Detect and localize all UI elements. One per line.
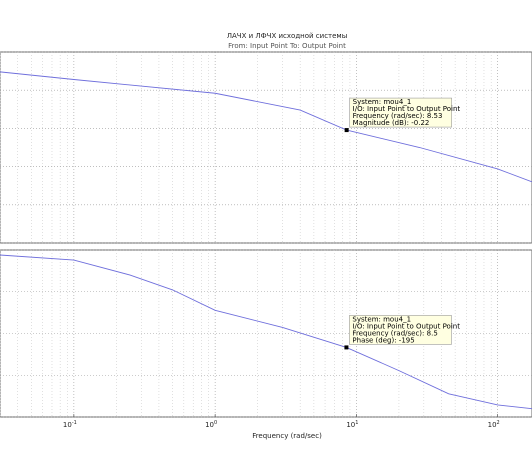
datatip-box [349, 97, 452, 128]
datatip-line: I/O: Input Point to Output Point [352, 322, 460, 330]
datatip-line: Phase (deg): -195 [352, 336, 414, 344]
plot-area [0, 51, 532, 244]
datatip-line: Magnitude (dB): -0.22 [353, 119, 430, 127]
datatip-label: Phase (deg): [352, 336, 398, 344]
x-tick-exponent: -1 [72, 420, 77, 426]
datatip-marker [344, 128, 349, 133]
datatip-value: -195 [399, 336, 415, 344]
datatip-line: Frequency (rad/sec): 8.53 [353, 112, 443, 120]
x-tick-label: 10-1 [63, 420, 77, 430]
chart-subtitle: From: Input Point To: Output Point [228, 42, 346, 50]
datatip-value: -0.22 [411, 119, 429, 127]
datatip: System: mou4_1I/O: Input Point to Output… [349, 97, 461, 128]
x-tick-base: 10 [346, 421, 355, 429]
datatip-line: Frequency (rad/sec): 8.5 [352, 329, 437, 337]
x-tick-base: 10 [488, 421, 497, 429]
x-tick-base: 10 [205, 421, 214, 429]
x-tick-label: 100 [205, 420, 217, 430]
x-tick-exponent: 2 [497, 420, 500, 426]
x-tick-label: 101 [346, 420, 358, 430]
datatip-label: Magnitude (dB): [353, 119, 412, 127]
datatip-value: 8.53 [427, 112, 443, 120]
datatip-marker [344, 345, 349, 350]
datatip-label: Frequency (rad/sec): [353, 112, 427, 120]
datatip: System: mou4_1I/O: Input Point to Output… [349, 315, 460, 345]
x-tick-exponent: 1 [355, 420, 358, 426]
datatip-line: System: mou4_1 [352, 315, 411, 323]
datatip-label: Frequency (rad/sec): [352, 329, 426, 337]
plot-area [0, 249, 532, 418]
x-tick-label: 102 [488, 420, 500, 430]
datatip-line: System: mou4_1 [353, 98, 412, 106]
datatip-box [349, 315, 452, 345]
curve [0, 254, 532, 410]
datatip-value: 8.5 [427, 329, 438, 337]
x-tick-exponent: 0 [214, 420, 217, 426]
curve [0, 71, 532, 183]
datatip-line: I/O: Input Point to Output Point [353, 105, 461, 113]
x-tick-base: 10 [63, 421, 72, 429]
x-axis-label: Frequency (rad/sec) [252, 432, 322, 440]
chart-title: ЛАЧХ и ЛФЧХ исходной системы [227, 32, 348, 40]
